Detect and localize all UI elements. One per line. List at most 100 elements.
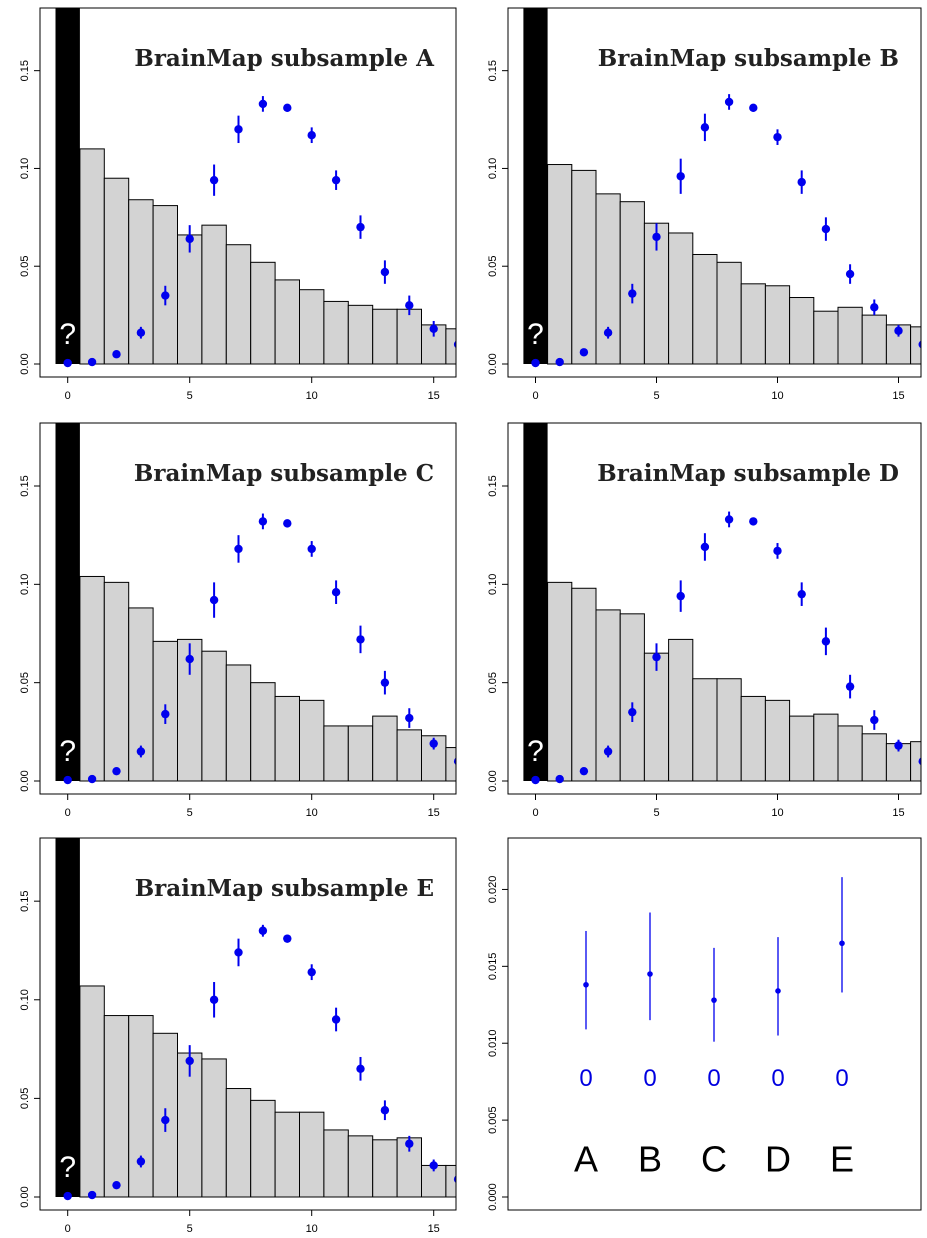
data-point xyxy=(307,131,316,140)
bar xyxy=(201,224,227,365)
bar xyxy=(274,695,301,782)
x-tick-label: 0 xyxy=(532,807,538,819)
zero-bar-label: ? xyxy=(59,318,76,351)
data-point xyxy=(87,774,97,784)
bar xyxy=(103,1015,130,1198)
category-label: A xyxy=(574,1139,598,1180)
bar xyxy=(128,199,154,365)
data-point xyxy=(821,637,831,646)
data-point xyxy=(555,357,564,367)
bar xyxy=(716,678,742,782)
y-tick-label: 0.05 xyxy=(19,1088,31,1109)
bar xyxy=(861,314,887,365)
data-point xyxy=(161,709,170,719)
data-point xyxy=(724,97,734,107)
panel-frame xyxy=(39,422,457,795)
bar xyxy=(445,1164,456,1198)
estimate-point xyxy=(583,981,589,988)
bar xyxy=(716,261,742,365)
y-tick-label: 0.00 xyxy=(487,353,499,374)
bar xyxy=(861,733,887,782)
panel-e: ? BrainMap subsample E 0 5 10 15 0.00 0.05 0.10 0… xyxy=(19,837,457,1235)
y-tick-label: 0.15 xyxy=(19,60,31,81)
data-point xyxy=(307,967,316,977)
x-tick-label: 0 xyxy=(65,390,71,402)
data-point xyxy=(628,707,637,717)
y-tick-label: 0.010 xyxy=(487,1029,499,1057)
data-point xyxy=(307,544,316,554)
bar xyxy=(445,328,456,365)
data-point xyxy=(185,234,194,244)
value-label: 0 xyxy=(579,1065,592,1092)
y-tick-label: 0.05 xyxy=(19,256,31,277)
bar xyxy=(347,725,374,782)
y-tick-label: 0.15 xyxy=(487,60,499,81)
x-tick-label: 10 xyxy=(306,807,318,819)
data-point xyxy=(185,1056,194,1066)
bar xyxy=(274,279,301,365)
data-point xyxy=(894,741,903,750)
bar xyxy=(372,308,398,365)
data-point xyxy=(845,682,855,691)
bar xyxy=(323,1129,349,1198)
zero-bar xyxy=(523,8,548,364)
panel-frame xyxy=(39,7,457,378)
y-tick-label: 0.00 xyxy=(19,770,31,791)
panel-d: ? BrainMap subsample D 0 5 10 15 0.00 0.05 0.10 0… xyxy=(487,422,922,819)
data-point xyxy=(676,591,685,601)
bar xyxy=(201,650,227,782)
zero-bar xyxy=(55,838,80,1197)
data-point xyxy=(918,340,921,349)
bar xyxy=(668,232,694,365)
data-point xyxy=(380,678,390,687)
y-tick-label: 0.00 xyxy=(487,770,499,791)
x-tick-label: 5 xyxy=(187,390,193,402)
panel-frame xyxy=(507,837,922,1211)
bar xyxy=(885,743,912,782)
data-point xyxy=(429,1161,438,1170)
panel-frame xyxy=(507,422,922,795)
y-tick-label: 0.15 xyxy=(487,475,499,496)
bar xyxy=(177,234,203,365)
bar xyxy=(764,699,791,782)
y-tick-label: 0.000 xyxy=(487,1183,499,1211)
data-point xyxy=(405,1139,414,1148)
x-tick-label: 10 xyxy=(771,390,783,402)
data-point xyxy=(136,328,146,337)
bar xyxy=(619,613,645,782)
bar xyxy=(910,741,921,782)
data-point xyxy=(453,340,456,349)
x-tick-label: 15 xyxy=(428,1223,440,1235)
data-point xyxy=(453,1175,456,1183)
data-point xyxy=(724,515,734,524)
bar xyxy=(740,283,766,365)
data-point xyxy=(63,775,72,785)
bar xyxy=(103,581,130,782)
data-point xyxy=(63,358,72,368)
data-point xyxy=(628,289,637,298)
data-point xyxy=(405,713,414,723)
data-point xyxy=(234,544,243,554)
data-point xyxy=(356,222,365,232)
bar xyxy=(813,310,839,365)
data-point xyxy=(234,948,243,957)
panel-title: BrainMap subsample A xyxy=(134,45,435,72)
zero-bar-label: ? xyxy=(59,735,76,768)
bar xyxy=(79,575,105,782)
panel-summary: 0 A 0 B 0 C 0 D 0 E 0.000 0.005 0.010 0.015 0.020 xyxy=(487,837,922,1211)
bar xyxy=(250,261,276,365)
estimate-point xyxy=(711,997,717,1003)
x-tick-label: 15 xyxy=(892,390,904,402)
bar xyxy=(396,308,423,365)
panel-title: BrainMap subsample E xyxy=(135,875,434,902)
x-tick-label: 0 xyxy=(532,390,538,402)
bar xyxy=(396,729,423,782)
zero-bar-label: ? xyxy=(527,318,544,351)
y-tick-label: 0.020 xyxy=(487,876,499,904)
data-point xyxy=(555,774,564,784)
bar xyxy=(152,205,179,365)
category-label: E xyxy=(830,1139,854,1180)
x-tick-label: 15 xyxy=(428,390,440,402)
data-point xyxy=(234,125,243,134)
panel-b: ? BrainMap subsample B 0 5 10 15 0.00 0.05 0.10 0… xyxy=(487,7,922,402)
